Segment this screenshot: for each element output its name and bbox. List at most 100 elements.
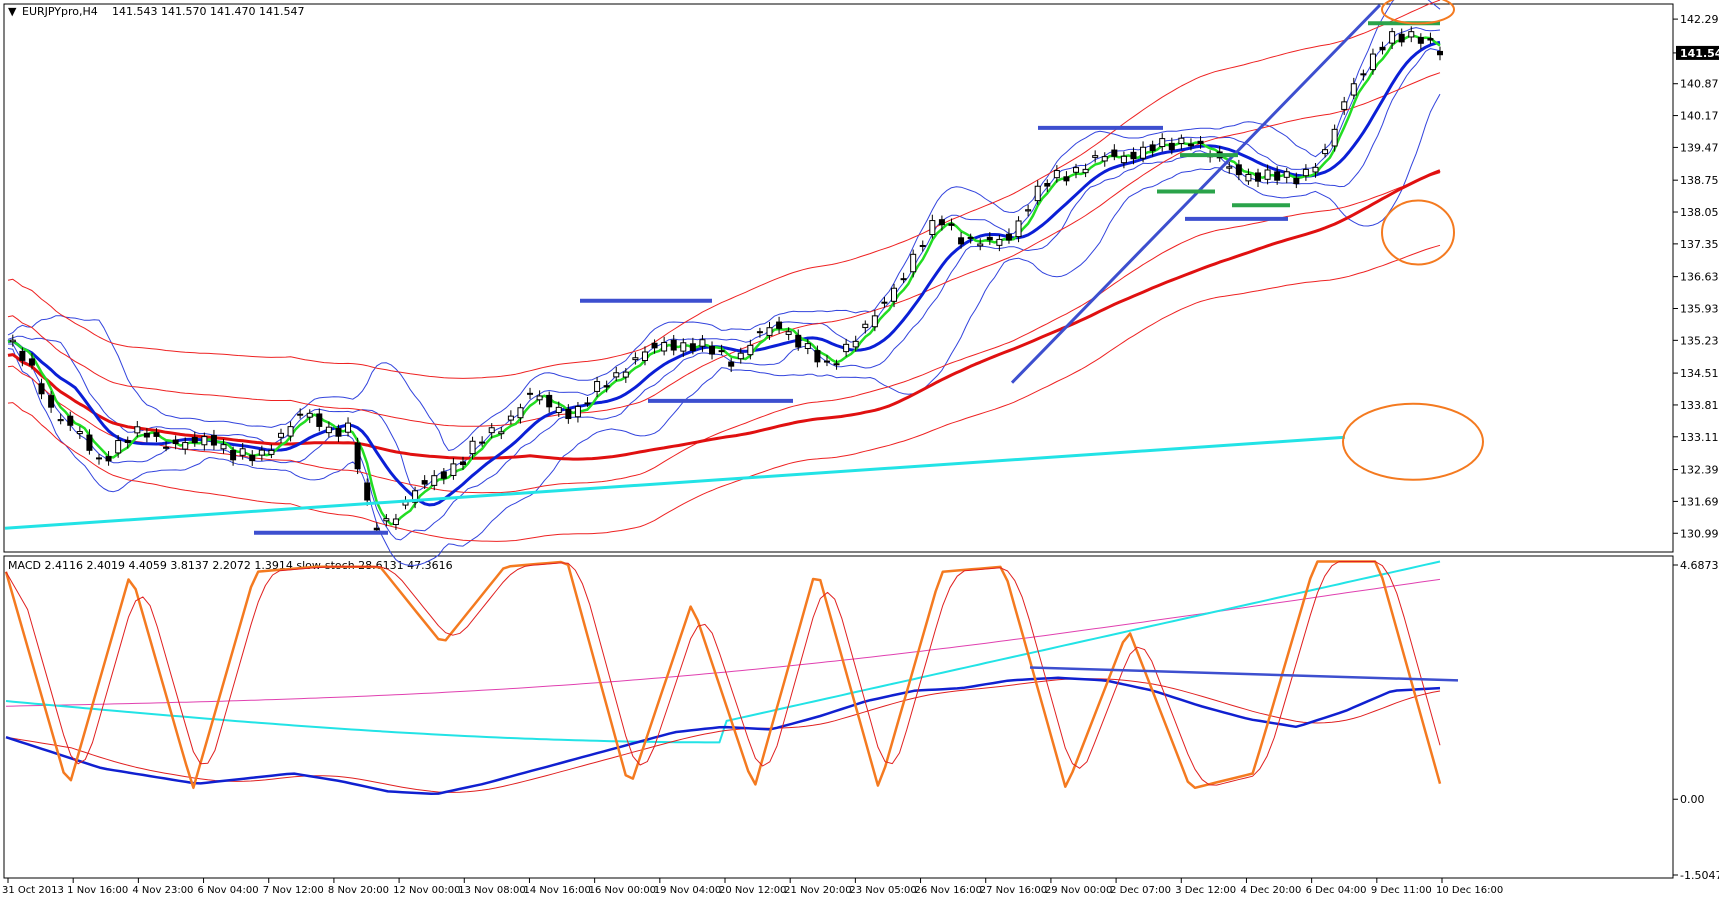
- bull-candle: [929, 220, 936, 236]
- bull-candle: [996, 238, 1003, 246]
- bull-candle: [306, 412, 313, 418]
- bear-candle: [709, 345, 716, 355]
- bull-candle: [325, 426, 332, 434]
- bear-candle: [19, 350, 26, 361]
- bear-candle: [1005, 233, 1012, 241]
- bear-candle: [143, 432, 150, 438]
- bull-candle: [1159, 138, 1166, 148]
- time-tick-label: 19 Nov 04:00: [654, 885, 721, 896]
- bull-candle: [95, 457, 102, 460]
- cyan-trendline: [4, 435, 1346, 530]
- bear-candle: [373, 527, 380, 531]
- bull-candle: [833, 363, 840, 366]
- bear-candle: [191, 436, 198, 444]
- time-tick-label: 9 Dec 11:00: [1371, 885, 1432, 896]
- bear-candle: [479, 441, 486, 444]
- price-tick-label: 135.230: [1680, 334, 1719, 347]
- bollinger-upper: [7, 0, 1441, 451]
- bull-candle: [488, 427, 495, 434]
- bull-candle: [201, 436, 208, 446]
- bull-candle: [756, 331, 763, 334]
- bull-candle: [163, 446, 170, 449]
- indicator-axis: 4.6873 0.00 -1.5047: [1673, 559, 1719, 882]
- current-price-label: 141.547: [1680, 47, 1719, 60]
- time-tick-label: 2 Dec 07:00: [1110, 885, 1171, 896]
- price-tick-label: 138.750: [1680, 174, 1719, 187]
- bear-candle: [1274, 171, 1281, 181]
- time-tick-label: 8 Nov 20:00: [328, 885, 389, 896]
- bear-candle: [1437, 50, 1443, 56]
- bear-candle: [1360, 73, 1367, 76]
- bear-candle: [776, 321, 783, 329]
- price-tick-label: 137.350: [1680, 238, 1719, 251]
- bull-candle: [498, 431, 505, 435]
- time-tick-label: 31 Oct 2013: [2, 885, 64, 896]
- bull-candle: [1053, 170, 1060, 179]
- bull-candle: [1120, 155, 1127, 164]
- bear-candle: [795, 334, 802, 348]
- bull-candle: [536, 395, 543, 401]
- bull-candle: [881, 301, 888, 304]
- bull-candle: [1302, 168, 1309, 177]
- time-axis: 31 Oct 2013 1 Nov 16:00 4 Nov 23:00 6 Nov 0…: [2, 878, 1503, 896]
- price-tick-label: 139.470: [1680, 141, 1719, 154]
- bull-candle: [1341, 101, 1348, 110]
- bear-candle: [172, 439, 179, 445]
- bear-candle: [1063, 176, 1070, 182]
- price-tick-label: 138.050: [1680, 206, 1719, 219]
- bear-candle: [938, 219, 945, 226]
- bull-candle: [1140, 146, 1147, 159]
- envelope-lines: [7, 0, 1441, 542]
- bear-candle: [948, 223, 955, 226]
- bear-candle: [28, 358, 35, 366]
- bull-candle: [1025, 209, 1032, 212]
- bull-candle: [1015, 220, 1022, 238]
- bear-candle: [1255, 172, 1262, 182]
- price-tick-label: 140.170: [1680, 110, 1719, 123]
- bull-candle: [632, 357, 639, 361]
- bull-candle: [737, 352, 744, 360]
- bull-candle: [431, 475, 438, 486]
- bear-candle: [230, 450, 237, 461]
- time-tick-label: 16 Nov 00:00: [589, 885, 656, 896]
- bear-candle: [1168, 142, 1175, 151]
- indicator-trendline: [1029, 666, 1459, 682]
- bear-candle: [565, 408, 572, 420]
- bull-candle: [977, 243, 984, 247]
- time-tick-label: 12 Nov 00:00: [393, 885, 460, 896]
- bear-candle: [335, 428, 342, 437]
- bull-candle: [852, 340, 859, 348]
- candlestick-series: [9, 26, 1443, 534]
- bull-candle: [469, 440, 476, 455]
- bull-candle: [1034, 185, 1041, 202]
- bollinger-lower: [7, 93, 1441, 566]
- bear-candle: [354, 442, 361, 470]
- symbol-dropdown-icon[interactable]: ▼: [8, 5, 17, 18]
- bear-candle: [958, 237, 965, 245]
- bear-candle: [1130, 151, 1137, 160]
- bear-candle: [440, 471, 447, 479]
- bear-candle: [670, 339, 677, 351]
- bear-candle: [153, 432, 160, 437]
- bull-candle: [134, 426, 141, 434]
- bear-candle: [210, 434, 217, 446]
- bear-candle: [1111, 149, 1118, 157]
- bear-candle: [1149, 144, 1156, 152]
- time-tick-label: 27 Nov 16:00: [980, 885, 1047, 896]
- indicator-tick-label: 4.6873: [1680, 559, 1719, 572]
- bull-candle: [1178, 137, 1185, 145]
- bull-candle: [220, 444, 227, 450]
- bear-candle: [603, 385, 610, 388]
- bull-candle: [1092, 155, 1099, 158]
- blue-trendline: [1010, 3, 1382, 384]
- bear-candle: [651, 342, 658, 349]
- bull-candle: [622, 371, 629, 378]
- bull-candle: [555, 406, 562, 414]
- bull-candle: [574, 405, 581, 418]
- bull-candle: [891, 287, 898, 302]
- bull-candle: [680, 342, 687, 352]
- chart-drawings: [4, 0, 1484, 535]
- time-tick-label: 10 Dec 16:00: [1436, 885, 1503, 896]
- bull-candle: [1312, 166, 1319, 173]
- bull-candle: [268, 449, 275, 455]
